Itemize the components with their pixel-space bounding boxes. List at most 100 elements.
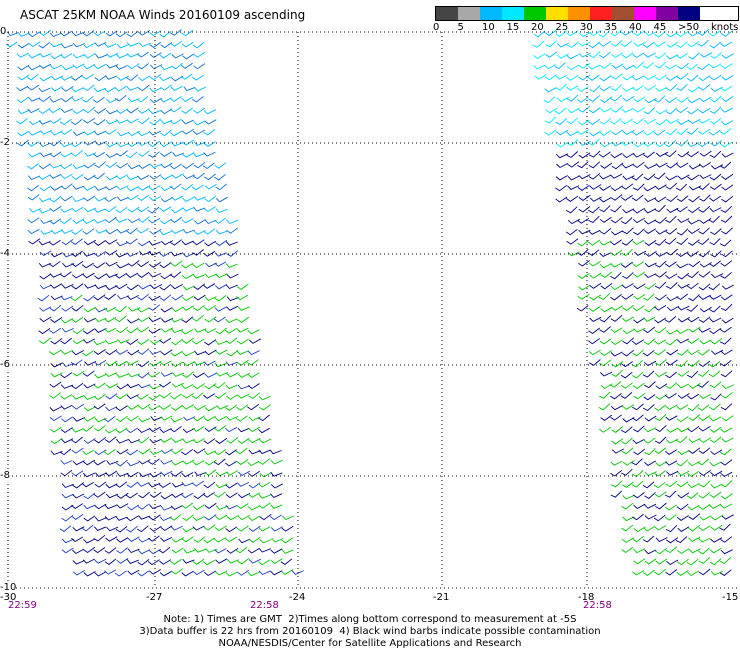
wind-barb bbox=[160, 415, 173, 421]
wind-barb bbox=[83, 416, 96, 422]
wind-barb bbox=[655, 118, 668, 126]
wind-barb bbox=[533, 64, 546, 70]
wind-barb bbox=[544, 129, 557, 136]
wind-barb bbox=[204, 296, 217, 301]
wind-barb bbox=[676, 52, 688, 59]
wind-barb bbox=[29, 208, 42, 213]
wind-barb bbox=[193, 51, 206, 58]
wind-barb bbox=[665, 371, 677, 379]
wind-barb bbox=[182, 285, 195, 291]
colorbar-swatch bbox=[436, 7, 458, 20]
wind-barb bbox=[82, 449, 95, 456]
wind-barb bbox=[719, 448, 732, 456]
wind-barb bbox=[93, 130, 106, 136]
wind-barb bbox=[599, 117, 612, 125]
wind-barb bbox=[577, 119, 590, 126]
wind-barb bbox=[149, 118, 161, 126]
wind-barb bbox=[93, 526, 107, 531]
wind-barb bbox=[191, 184, 204, 191]
wind-barb bbox=[719, 359, 732, 367]
wind-barb bbox=[182, 196, 195, 202]
wind-barb bbox=[666, 41, 679, 48]
wind-barb bbox=[126, 118, 139, 124]
wind-barb bbox=[82, 228, 95, 235]
wind-barb bbox=[633, 425, 645, 433]
wind-barb bbox=[126, 394, 139, 400]
wind-barb bbox=[204, 459, 217, 466]
wind-barb bbox=[125, 492, 138, 499]
wind-barb bbox=[721, 152, 734, 158]
wind-barb bbox=[148, 250, 161, 256]
wind-barb bbox=[93, 360, 107, 366]
wind-barb bbox=[225, 504, 238, 510]
wind-barb bbox=[126, 449, 139, 456]
wind-barb bbox=[137, 307, 150, 313]
wind-barb bbox=[270, 548, 283, 554]
wind-barb bbox=[632, 371, 644, 379]
wind-barb bbox=[93, 262, 106, 269]
wind-barb bbox=[106, 98, 119, 104]
wind-barb bbox=[205, 548, 218, 553]
wind-barb bbox=[181, 262, 194, 269]
wind-barb bbox=[698, 294, 711, 300]
wind-barb bbox=[588, 349, 601, 356]
wind-barb bbox=[600, 62, 612, 69]
wind-barb bbox=[160, 119, 173, 125]
wind-barb bbox=[215, 340, 228, 345]
wind-barb bbox=[204, 514, 217, 521]
wind-barb bbox=[127, 141, 140, 147]
wind-barb bbox=[171, 438, 184, 443]
wind-barb bbox=[183, 416, 196, 421]
wind-barb bbox=[721, 227, 733, 235]
wind-barb bbox=[126, 383, 139, 389]
wind-barb bbox=[225, 449, 237, 456]
wind-barb bbox=[688, 326, 701, 333]
wind-barb bbox=[697, 28, 710, 36]
wind-barb bbox=[171, 537, 184, 543]
wind-barb bbox=[622, 337, 634, 345]
wind-barb bbox=[677, 526, 690, 532]
wind-barb bbox=[599, 426, 612, 433]
wind-barb bbox=[719, 128, 732, 135]
wind-barb bbox=[676, 503, 689, 511]
wind-barb bbox=[698, 327, 711, 333]
wind-barb bbox=[699, 515, 712, 521]
wind-barb bbox=[136, 394, 149, 400]
wind-barb bbox=[39, 284, 52, 290]
wind-barb bbox=[687, 338, 700, 344]
wind-barb bbox=[709, 305, 721, 313]
wind-barb bbox=[39, 29, 52, 36]
wind-barb bbox=[610, 294, 622, 301]
wind-barb bbox=[137, 428, 150, 434]
wind-barb bbox=[258, 481, 271, 488]
wind-barb bbox=[688, 118, 701, 125]
wind-barb bbox=[50, 252, 63, 258]
notes-block: Note: 1) Times are GMT 2)Times along bot… bbox=[0, 614, 740, 650]
wind-barb bbox=[709, 237, 721, 246]
wind-barb bbox=[214, 548, 227, 554]
wind-barb bbox=[555, 184, 568, 192]
y-axis-label: -2 bbox=[0, 137, 10, 148]
wind-barb bbox=[610, 40, 623, 47]
wind-barb bbox=[699, 194, 711, 202]
wind-barb bbox=[203, 393, 216, 399]
wind-barb bbox=[611, 129, 624, 136]
wind-barb bbox=[708, 283, 721, 291]
wind-barb bbox=[709, 74, 722, 81]
wind-barb bbox=[720, 493, 733, 500]
wind-barb bbox=[238, 538, 251, 544]
wind-barb bbox=[664, 490, 677, 498]
wind-barb bbox=[588, 51, 601, 59]
wind-barb bbox=[82, 219, 95, 225]
wind-barb bbox=[655, 151, 669, 157]
wind-barb bbox=[225, 284, 238, 290]
wind-barb bbox=[138, 491, 150, 499]
wind-barb bbox=[181, 273, 194, 280]
wind-barb bbox=[655, 294, 667, 301]
wind-barb bbox=[170, 470, 183, 477]
wind-barb bbox=[600, 96, 612, 103]
wind-barb bbox=[567, 251, 580, 257]
wind-barb bbox=[644, 549, 657, 555]
wind-barb bbox=[686, 151, 699, 158]
wind-barb bbox=[60, 30, 73, 37]
